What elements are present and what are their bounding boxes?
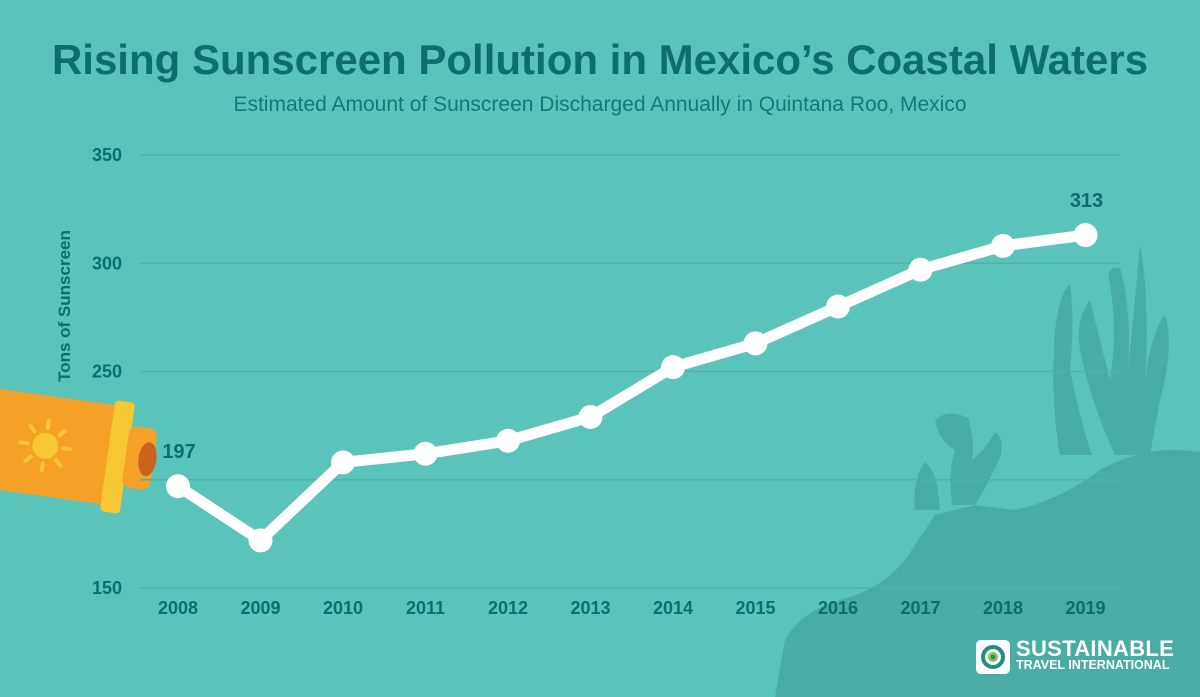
y-axis-label: Tons of Sunscreen — [55, 230, 74, 382]
data-label: 197 — [162, 441, 195, 463]
y-tick-label: 250 — [92, 362, 122, 382]
x-tick-label: 2009 — [240, 598, 280, 618]
seaweed — [1078, 245, 1169, 455]
x-tick-label: 2019 — [1065, 598, 1105, 618]
coral-branch — [914, 462, 940, 510]
series-layer — [166, 223, 1098, 553]
data-point — [1073, 223, 1098, 248]
data-point — [743, 331, 768, 356]
x-tick-label: 2017 — [900, 598, 940, 618]
sun-ray — [39, 461, 45, 473]
globe-icon — [976, 640, 1010, 674]
data-point — [578, 404, 603, 429]
sunscreen-tube — [0, 388, 157, 514]
x-tick-label: 2012 — [488, 598, 528, 618]
seaweed — [1053, 285, 1092, 455]
reef-mound — [775, 449, 1200, 697]
data-point — [826, 294, 850, 319]
x-tick-label: 2015 — [735, 598, 775, 618]
x-axis-ticks: 2008 2009 2010 2011 2012 2013 2014 2015 2016 2017… — [158, 598, 1106, 618]
sun-ray — [57, 428, 68, 437]
decoration-layer — [0, 245, 1200, 697]
x-tick-label: 2010 — [323, 598, 363, 618]
sun-ray — [18, 440, 30, 446]
data-label: 313 — [1070, 190, 1103, 212]
brand-name: SUSTAINABLE — [1016, 636, 1175, 661]
sun-ray — [61, 446, 73, 452]
y-tick-label: 150 — [92, 578, 122, 598]
x-tick-label: 2018 — [983, 598, 1023, 618]
tube-collar — [100, 400, 135, 514]
tube-opening — [138, 442, 157, 477]
sun-ray — [45, 419, 51, 430]
x-tick-label: 2013 — [570, 598, 610, 618]
sun-ray — [28, 423, 37, 434]
data-point — [991, 233, 1015, 258]
series-line — [172, 229, 1091, 546]
sun-icon — [18, 419, 73, 473]
gridlines — [140, 154, 1120, 589]
x-tick-label: 2008 — [158, 598, 198, 618]
x-tick-label: 2016 — [818, 598, 858, 618]
data-labels: 197 313 — [162, 190, 1103, 463]
sun-ray — [54, 458, 63, 468]
chart-title: Rising Sunscreen Pollution in Mexico’s C… — [51, 36, 1149, 83]
data-point — [166, 474, 190, 499]
brand-logo: SUSTAINABLE TRAVEL INTERNATIONAL — [976, 636, 1186, 678]
data-point — [413, 441, 438, 466]
data-point — [908, 257, 933, 282]
data-point — [248, 528, 273, 553]
coral-branch — [935, 413, 1002, 505]
y-tick-label: 350 — [92, 145, 122, 165]
data-point — [331, 450, 355, 475]
data-point — [496, 428, 520, 453]
sun-core — [32, 432, 59, 459]
y-tick-label: 300 — [92, 253, 122, 273]
x-tick-label: 2011 — [406, 598, 445, 618]
data-point — [661, 355, 685, 380]
brand-subtitle: TRAVEL INTERNATIONAL — [1016, 658, 1170, 672]
x-tick-label: 2014 — [653, 598, 693, 618]
sun-ray — [23, 454, 33, 463]
y-axis-ticks: 150 250 300 350 — [92, 145, 122, 598]
chart-subtitle: Estimated Amount of Sunscreen Discharged… — [233, 93, 967, 116]
